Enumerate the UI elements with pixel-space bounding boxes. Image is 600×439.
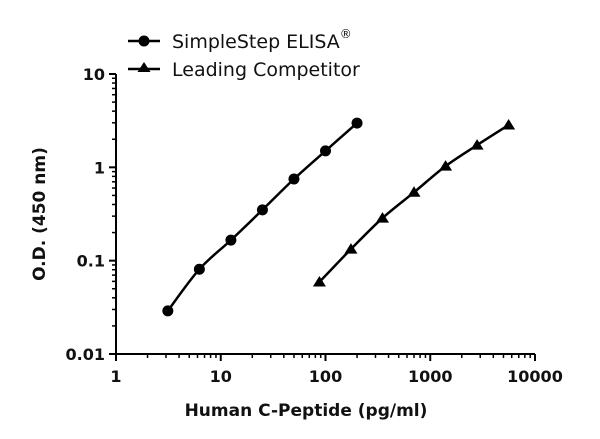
y-tick-label: 10 (83, 65, 105, 84)
triangle-marker-icon (502, 119, 516, 130)
circle-marker-icon (138, 35, 150, 47)
x-tick-label: 10 (210, 367, 232, 386)
x-tick-label: 10000 (507, 367, 563, 386)
triangle-marker-icon (439, 160, 453, 171)
triangle-marker-icon (312, 276, 326, 287)
triangle-marker-icon (375, 212, 389, 223)
triangle-marker-icon (407, 186, 421, 197)
legend-label-simplestep: SimpleStep ELISA® (172, 27, 352, 53)
y-axis-title: O.D. (450 nm) (30, 147, 50, 281)
circle-marker-icon (351, 117, 363, 129)
x-axis-title: Human C-Peptide (pg/ml) (185, 401, 428, 421)
series-simplestep (162, 117, 363, 317)
x-tick-label: 100 (309, 367, 342, 386)
triangle-marker-icon (470, 139, 484, 150)
circle-marker-icon (256, 204, 268, 216)
legend: SimpleStep ELISA® Leading Competitor (128, 27, 360, 81)
x-tick-label: 1000 (408, 367, 453, 386)
axes: 1 10 100 1000 10000 0.01 0.1 1 10 (66, 65, 563, 386)
circle-marker-icon (162, 305, 174, 317)
data-series (162, 117, 516, 317)
legend-label-competitor: Leading Competitor (172, 59, 360, 81)
circle-marker-icon (193, 263, 205, 275)
circle-marker-icon (225, 234, 237, 246)
circle-marker-icon (320, 145, 331, 157)
series-competitor (312, 119, 516, 287)
triangle-marker-icon (344, 243, 358, 254)
triangle-marker-icon (137, 62, 151, 72)
y-tick-label: 1 (94, 158, 105, 177)
legend-item-simplestep: SimpleStep ELISA® (128, 27, 352, 53)
y-tick-label: 0.1 (77, 252, 105, 271)
circle-marker-icon (288, 173, 300, 185)
y-tick-label: 0.01 (66, 345, 105, 364)
legend-item-competitor: Leading Competitor (128, 59, 360, 81)
x-tick-label: 1 (110, 367, 121, 386)
